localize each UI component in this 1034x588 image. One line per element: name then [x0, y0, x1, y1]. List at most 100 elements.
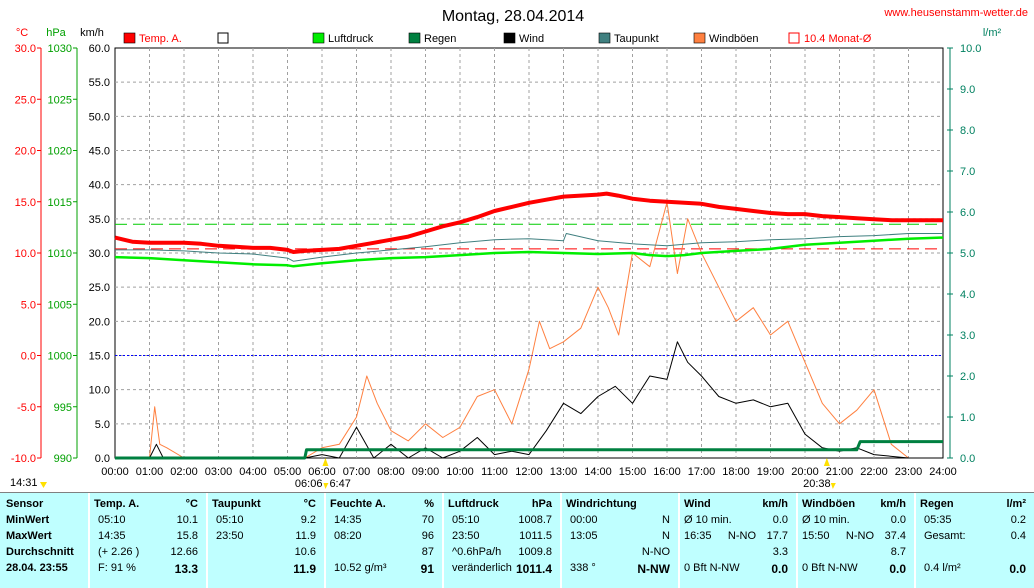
stats-column	[324, 493, 442, 588]
cell-value: 0.0	[889, 562, 906, 576]
sunrise-extra-label: 6:47	[329, 478, 350, 490]
x-tick-label: 23:00	[895, 466, 923, 478]
cell-value: 1011.5	[519, 530, 552, 542]
legend-label: Temp. A.	[139, 33, 182, 45]
cell-note: 14:35	[334, 514, 362, 526]
rain-tick-label: 2.0	[960, 371, 975, 383]
temp-tick-label: 0.0	[21, 351, 36, 363]
x-tick-label: 00:00	[101, 466, 129, 478]
temp-tick-label: 5.0	[21, 299, 36, 311]
cell-value: 9.2	[300, 514, 316, 526]
cell-note: F: 91 %	[98, 562, 136, 574]
rain-tick-label: 3.0	[960, 330, 975, 342]
x-tick-label: 18:00	[722, 466, 750, 478]
column-unit: °C	[303, 498, 316, 510]
cell-note: 05:10	[98, 514, 126, 526]
cell-value: 11.9	[295, 530, 316, 542]
sunrise-label: 06:06	[295, 478, 323, 490]
pressure-tick-label: 990	[54, 453, 72, 465]
rain-tick-label: 1.0	[960, 412, 975, 424]
column-header: Sensor	[6, 498, 44, 510]
temp-tick-label: 30.0	[15, 43, 36, 55]
pressure-tick-label: 995	[54, 402, 72, 414]
wind-tick-label: 10.0	[89, 385, 110, 397]
site-url[interactable]: www.heusenstamm-wetter.de	[883, 7, 1028, 19]
temp-tick-label: 20.0	[15, 146, 36, 158]
cell-note: 23:50	[452, 530, 480, 542]
cell-value: 8.7	[890, 546, 906, 558]
cell-value: 10.1	[176, 514, 198, 526]
wind-tick-label: 15.0	[89, 351, 110, 363]
legend-label: Taupunkt	[614, 33, 659, 45]
series-line-temp-a-	[114, 191, 943, 254]
legend-swatch	[217, 32, 229, 44]
cell-value: 0.0	[890, 514, 906, 526]
stats-column	[442, 493, 560, 588]
wind-tick-label: 35.0	[89, 214, 110, 226]
cell-value: 37.4	[884, 530, 906, 542]
cell-value: 91	[420, 562, 434, 576]
column-header: Windböen	[802, 498, 856, 510]
x-tick-label: 04:00	[239, 466, 267, 478]
column-unit: l/m²	[1006, 498, 1026, 510]
x-tick-label: 21:00	[826, 466, 854, 478]
cell-note: 338 °	[570, 562, 596, 574]
wind-tick-label: 0.0	[95, 453, 110, 465]
rain-tick-label: 9.0	[960, 84, 975, 96]
sun-icon	[40, 482, 47, 488]
rain-tick-label: 6.0	[960, 207, 975, 219]
pressure-tick-label: 1000	[48, 351, 72, 363]
pressure-tick-label: 1015	[48, 197, 72, 209]
pressure-unit: hPa	[46, 27, 66, 39]
cell-direction: N-NO	[727, 530, 756, 542]
x-tick-label: 08:00	[377, 466, 405, 478]
column-unit: km/h	[880, 498, 906, 510]
x-tick-label: 14:00	[584, 466, 612, 478]
cell-note: 00:00	[570, 514, 598, 526]
column-unit: °C	[185, 498, 198, 510]
cell-note: veränderlich	[452, 562, 512, 574]
cell-value: 3.3	[772, 546, 788, 558]
pressure-tick-label: 1005	[48, 299, 72, 311]
cell-note: ^0.6hPa/h	[452, 546, 502, 558]
cell-note: 23:50	[216, 530, 244, 542]
wind-tick-label: 20.0	[89, 316, 110, 328]
legend-label: Regen	[424, 33, 456, 45]
chart-legend: Temp. A. Luftdruck Regen Wind Taupunkt Windbö…	[123, 32, 872, 45]
weather-chart: 30.0 1030 25.0 1025 20.0 1020 15.0 1015 10.0 1010…	[10, 7, 1028, 490]
x-tick-label: 01:00	[136, 466, 164, 478]
cell-note: Ø 10 min.	[802, 514, 850, 526]
rain-tick-label: 4.0	[960, 289, 975, 301]
legend-swatch	[312, 32, 325, 44]
cell-value: 70	[421, 514, 434, 526]
wind-tick-label: 45.0	[89, 146, 110, 158]
x-tick-label: 03:00	[205, 466, 233, 478]
column-header: Feuchte A.	[330, 498, 386, 510]
wind-tick-label: 55.0	[89, 77, 110, 89]
cell-note: 05:35	[924, 514, 952, 526]
cell-value: 0.4	[1010, 530, 1026, 542]
temp-tick-label: 25.0	[15, 94, 36, 106]
row-label: Durchschnitt	[6, 546, 74, 558]
temp-tick-label: 15.0	[15, 197, 36, 209]
x-tick-label: 19:00	[757, 466, 785, 478]
column-header: Windrichtung	[566, 498, 637, 510]
legend-swatch	[408, 32, 421, 44]
x-tick-label: 10:00	[446, 466, 474, 478]
column-header: Luftdruck	[448, 498, 499, 510]
row-label: MaxWert	[6, 530, 52, 542]
cell-note: 13:05	[570, 530, 598, 542]
cell-value: 1008.7	[518, 514, 552, 526]
x-tick-label: 22:00	[860, 466, 888, 478]
legend-swatch	[693, 32, 706, 44]
cell-value: N-NW	[637, 562, 670, 576]
cell-note: 05:10	[452, 514, 480, 526]
x-tick-label: 09:00	[412, 466, 440, 478]
wind-tick-label: 30.0	[89, 248, 110, 260]
sunrise-icon	[323, 483, 329, 489]
pressure-tick-label: 1030	[48, 43, 72, 55]
cell-value: 10.6	[294, 546, 316, 558]
cell-value: 87	[421, 546, 434, 558]
cell-value: 96	[421, 530, 434, 542]
temp-tick-label: 10.0	[15, 248, 36, 260]
